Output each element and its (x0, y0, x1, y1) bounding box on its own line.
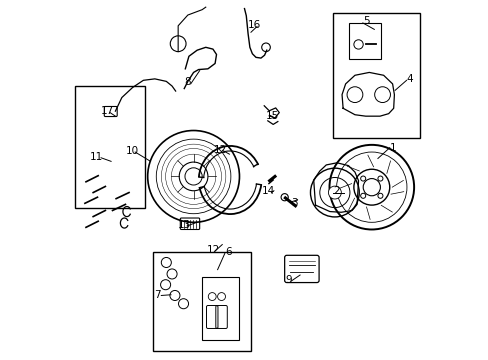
Bar (75, 86, 145, 208)
Text: 4: 4 (406, 74, 413, 84)
Text: 11: 11 (90, 152, 103, 162)
Bar (348, 23, 380, 59)
Text: 7: 7 (154, 290, 161, 300)
Text: 1: 1 (389, 143, 396, 153)
Circle shape (377, 193, 382, 198)
Text: 2: 2 (333, 186, 339, 197)
Text: 8: 8 (184, 77, 191, 87)
Circle shape (377, 176, 382, 181)
Text: 16: 16 (247, 20, 261, 30)
Circle shape (363, 179, 380, 196)
Text: 12: 12 (206, 245, 219, 255)
Text: 5: 5 (363, 17, 369, 27)
Text: 10: 10 (126, 145, 139, 156)
Bar (333, 13, 419, 138)
Bar (153, 252, 250, 351)
Text: 12: 12 (213, 144, 226, 154)
Circle shape (360, 193, 365, 198)
Bar (202, 277, 238, 339)
Text: 17: 17 (101, 106, 114, 116)
Circle shape (328, 186, 341, 199)
Circle shape (360, 176, 365, 181)
Text: 14: 14 (262, 186, 275, 196)
Text: 9: 9 (285, 275, 291, 285)
Text: 15: 15 (265, 111, 279, 121)
Text: 13: 13 (177, 220, 190, 230)
Text: 6: 6 (224, 247, 231, 257)
Text: 3: 3 (290, 198, 297, 208)
